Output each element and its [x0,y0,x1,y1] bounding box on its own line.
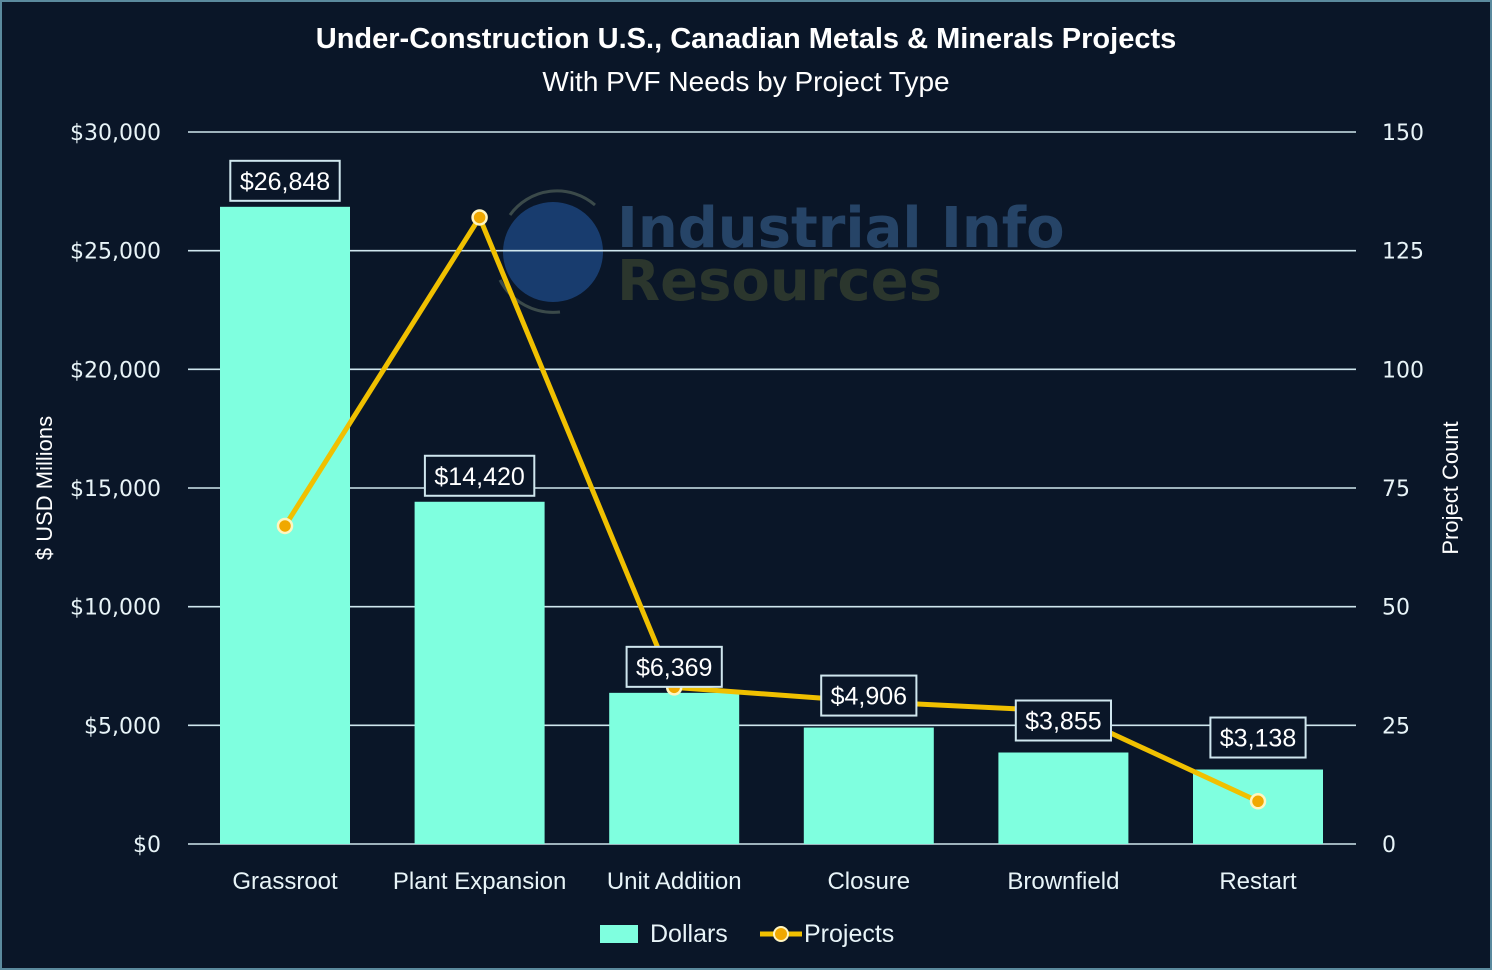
legend-label-projects: Projects [804,920,894,948]
y2-tick-label: 0 [1382,833,1396,858]
projects-point-plant-expansion [471,209,488,226]
chart-subtitle: With PVF Needs by Project Type [542,66,949,97]
y2-tick-label: 50 [1382,596,1410,621]
watermark-line2: Resources [617,249,942,314]
y-tick-label: $5,000 [84,714,161,739]
data-label-box [820,674,918,717]
bars-dollars [220,206,1323,844]
y2-tick-label: 100 [1382,358,1424,383]
bar-unit-addition [609,692,740,844]
y-tick-label: $20,000 [70,358,161,383]
data-labels: $26,848 $14,420 $6,369 $4,906 $3,855 $3,138 [229,159,1307,759]
bar-brownfield [998,752,1129,844]
projects-point-grassroot [276,517,294,535]
x-category-label: Restart [1219,868,1297,895]
y-tick-label: $30,000 [70,121,161,146]
bar-plant-expansion [414,501,545,844]
bar-closure [803,727,934,844]
y-tick-label: $25,000 [70,240,161,265]
y2-tick-label: 25 [1382,714,1410,739]
data-label: $3,855 [1025,708,1101,736]
y2-axis-title: Project Count [1438,421,1463,554]
y2-tick-label: 125 [1382,240,1424,265]
data-label: $4,906 [831,683,907,711]
y2-axis-ticks: 0 25 50 75 100 125 150 [1382,121,1424,858]
data-label-box [423,454,536,497]
projects-point-restart [1249,793,1267,810]
x-category-label: Plant Expansion [393,868,566,895]
data-label-box [625,645,723,688]
x-axis-categories: Grassroot Plant Expansion Unit Addition Clo… [232,868,1297,895]
legend-marker-projects [773,926,789,942]
watermark-arc-icon-2 [498,279,561,314]
watermark: Industrial Info Resources [498,189,1065,314]
watermark-arc-icon [508,189,596,216]
x-category-label: Closure [827,868,910,895]
chart-title: Under-Construction U.S., Canadian Metals… [316,23,1177,55]
legend: Dollars Projects [600,920,894,948]
data-label-box [1209,716,1307,759]
data-label: $26,848 [240,168,330,196]
data-label: $3,138 [1220,725,1296,753]
y-tick-label: $15,000 [70,477,161,502]
y-axis-ticks: $0 $5,000 $10,000 $15,000 $20,000 $25,000 $30,… [70,121,161,858]
y-tick-label: $10,000 [70,596,161,621]
x-category-label: Unit Addition [607,868,742,895]
data-label-box [1014,699,1112,742]
y-axis-title: $ USD Millions [32,416,57,560]
y-tick-label: $0 [133,833,161,858]
x-category-label: Brownfield [1007,868,1119,895]
y2-tick-label: 75 [1382,477,1410,502]
data-label-box [229,159,341,202]
x-category-label: Grassroot [232,868,338,895]
watermark-globe-icon [503,202,603,302]
legend-label-dollars: Dollars [650,920,728,948]
y2-tick-label: 150 [1382,121,1424,146]
data-label: $6,369 [636,654,712,682]
legend-swatch-dollars [600,925,638,943]
data-label: $14,420 [434,463,524,491]
